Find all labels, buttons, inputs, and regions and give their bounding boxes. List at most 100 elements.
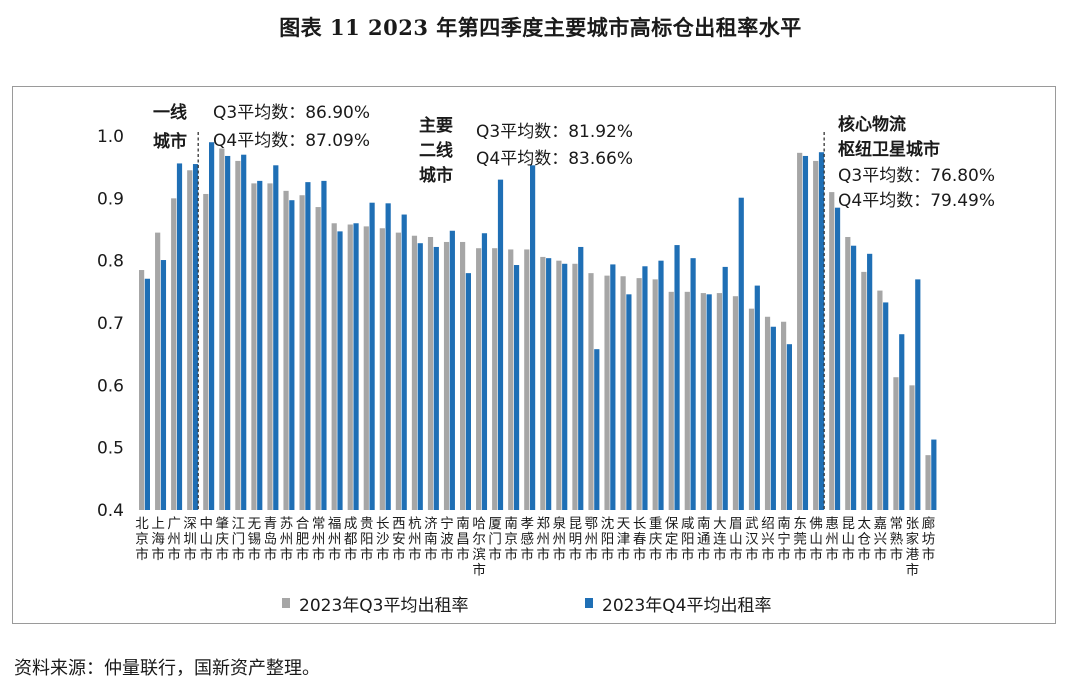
bar-q3 xyxy=(829,192,835,510)
bar-q4 xyxy=(337,231,343,510)
bar-q4 xyxy=(530,165,536,511)
bar-q4 xyxy=(802,155,809,510)
bar-q3 xyxy=(652,279,658,510)
x-tick-label: 肇庆市 xyxy=(216,516,230,563)
bar-q3 xyxy=(684,291,690,510)
bar-q3 xyxy=(540,256,546,510)
bar-q3 xyxy=(379,228,385,510)
bar-q4 xyxy=(722,266,728,510)
x-tick-label: 西安市 xyxy=(392,516,406,563)
annotation-stat: Q4平均数：79.49% xyxy=(838,191,995,211)
bar-q3 xyxy=(251,183,257,510)
legend-swatch-q3 xyxy=(282,598,290,608)
y-tick-label: 0.5 xyxy=(97,439,124,459)
bar-q3 xyxy=(861,271,867,510)
bar-q3 xyxy=(235,160,241,510)
x-tick-label: 常州市 xyxy=(312,516,326,563)
bar-q4 xyxy=(867,253,873,510)
bar-q4 xyxy=(481,233,488,511)
bar-q3 xyxy=(572,263,578,510)
bar-q4 xyxy=(321,180,327,510)
bar-q3 xyxy=(797,152,803,510)
x-tick-label: 大连市 xyxy=(713,516,727,563)
bar-q4 xyxy=(257,180,263,510)
x-tick-label: 鄂州市 xyxy=(585,516,599,563)
annotation-group-label: 二线 xyxy=(419,140,453,161)
x-tick-label: 南昌市 xyxy=(456,516,470,563)
bar-q3 xyxy=(781,321,787,510)
bar-q3 xyxy=(732,296,739,510)
x-tick-label: 南京市 xyxy=(504,516,518,563)
x-tick-label: 保定市 xyxy=(665,516,679,563)
bar-q3 xyxy=(363,226,369,510)
bar-q3 xyxy=(909,385,915,510)
annotation-group-label: 主要 xyxy=(419,115,453,136)
bar-q4 xyxy=(915,279,921,510)
x-tick-label: 厦门市 xyxy=(488,516,502,563)
bar-q4 xyxy=(144,278,150,510)
bar-q3 xyxy=(813,160,819,510)
x-tick-label: 合肥市 xyxy=(296,516,310,563)
bar-q4 xyxy=(883,302,889,510)
x-tick-label: 福州市 xyxy=(328,516,342,563)
bar-q4 xyxy=(658,260,664,510)
bar-q4 xyxy=(209,142,215,511)
annotation-group-label: 枢纽卫星城市 xyxy=(838,139,940,160)
bar-q4 xyxy=(305,182,311,510)
x-tick-label: 青岛市 xyxy=(264,516,278,563)
bar-q4 xyxy=(241,154,247,510)
x-tick-label: 宁波市 xyxy=(440,515,454,563)
x-tick-label: 南通市 xyxy=(697,516,711,563)
bar-q3 xyxy=(331,223,337,510)
x-tick-label: 南宁市 xyxy=(777,516,791,563)
annotation-stat: Q3平均数：81.92% xyxy=(476,122,633,142)
x-tick-label: 太仓市 xyxy=(858,516,872,563)
bar-q4 xyxy=(273,165,279,511)
bar-q4 xyxy=(562,263,568,510)
bar-q4 xyxy=(770,326,776,510)
bar-q4 xyxy=(401,214,407,511)
bar-q3 xyxy=(155,232,161,510)
bar-q4 xyxy=(610,264,616,510)
x-tick-label: 昆明市 xyxy=(569,516,583,563)
bar-q3 xyxy=(508,249,514,510)
bar-q3 xyxy=(267,183,273,510)
x-tick-label: 嘉兴市 xyxy=(874,516,888,563)
x-tick-label: 咸阳市 xyxy=(681,516,695,563)
bar-q3 xyxy=(604,275,610,510)
bar-q4 xyxy=(160,260,167,510)
annotation-group-label: 城市 xyxy=(419,165,453,186)
bar-q4 xyxy=(225,155,231,510)
bar-q3 xyxy=(636,278,642,510)
legend-label-q4: 2023年Q4平均出租率 xyxy=(602,596,771,616)
bar-q4 xyxy=(513,265,520,510)
x-tick-label: 泉州市 xyxy=(553,515,567,563)
x-tick-label: 郑州市 xyxy=(537,516,551,563)
x-tick-label: 成都市 xyxy=(344,516,358,563)
annotation-group-label: 城市 xyxy=(153,131,187,152)
bar-q4 xyxy=(642,266,648,510)
x-tick-label: 济南市 xyxy=(424,516,438,563)
bar-q4 xyxy=(851,245,857,510)
bar-q4 xyxy=(690,258,696,510)
annotation-stat: Q4平均数：87.09% xyxy=(213,131,370,151)
bar-q4 xyxy=(353,223,359,510)
bar-q4 xyxy=(818,152,825,510)
bar-q3 xyxy=(139,270,145,510)
annotation-stat: Q4平均数：83.66% xyxy=(476,149,633,169)
bar-q4 xyxy=(192,164,199,511)
annotation-stat: Q3平均数：76.80% xyxy=(838,166,995,186)
x-tick-label: 眉山市 xyxy=(729,516,743,563)
x-tick-label: 廊坊市 xyxy=(922,515,936,563)
bar-q3 xyxy=(893,377,899,510)
x-tick-label: 武汉市 xyxy=(745,516,759,563)
x-tick-label: 杭州市 xyxy=(408,516,422,563)
x-tick-label: 贵阳市 xyxy=(360,516,374,563)
x-tick-label: 沈阳市 xyxy=(601,516,615,563)
bar-q3 xyxy=(925,455,931,510)
bar-q4 xyxy=(497,179,504,510)
bar-q4 xyxy=(546,258,552,510)
bar-q4 xyxy=(449,230,455,510)
y-tick-label: 0.4 xyxy=(97,501,124,521)
bar-q4 xyxy=(594,349,600,510)
